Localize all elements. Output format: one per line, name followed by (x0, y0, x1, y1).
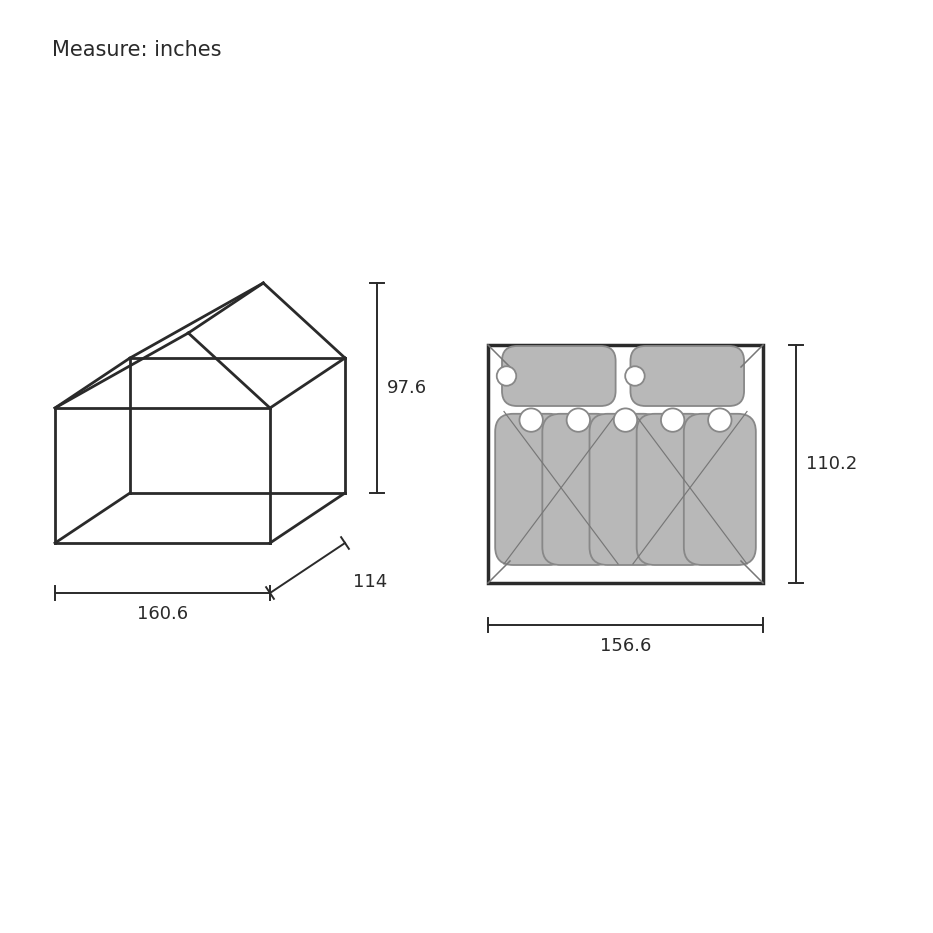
FancyBboxPatch shape (631, 346, 744, 406)
FancyBboxPatch shape (542, 414, 614, 565)
Text: 160.6: 160.6 (137, 605, 188, 623)
Circle shape (614, 409, 637, 432)
Text: Measure: inches: Measure: inches (52, 40, 221, 60)
FancyBboxPatch shape (636, 414, 709, 565)
Circle shape (708, 409, 731, 432)
Text: 156.6: 156.6 (600, 637, 651, 655)
Text: 114: 114 (353, 573, 387, 591)
Circle shape (625, 367, 645, 385)
Text: 110.2: 110.2 (806, 455, 857, 473)
Circle shape (496, 367, 516, 385)
FancyBboxPatch shape (684, 414, 756, 565)
FancyBboxPatch shape (495, 414, 567, 565)
FancyBboxPatch shape (590, 414, 661, 565)
Circle shape (566, 409, 590, 432)
Circle shape (520, 409, 543, 432)
Circle shape (661, 409, 685, 432)
Text: 97.6: 97.6 (387, 379, 427, 397)
FancyBboxPatch shape (502, 346, 616, 406)
